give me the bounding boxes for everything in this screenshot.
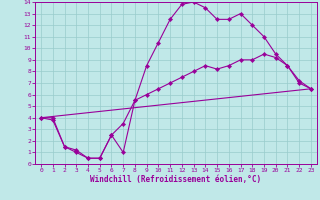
X-axis label: Windchill (Refroidissement éolien,°C): Windchill (Refroidissement éolien,°C) xyxy=(91,175,261,184)
